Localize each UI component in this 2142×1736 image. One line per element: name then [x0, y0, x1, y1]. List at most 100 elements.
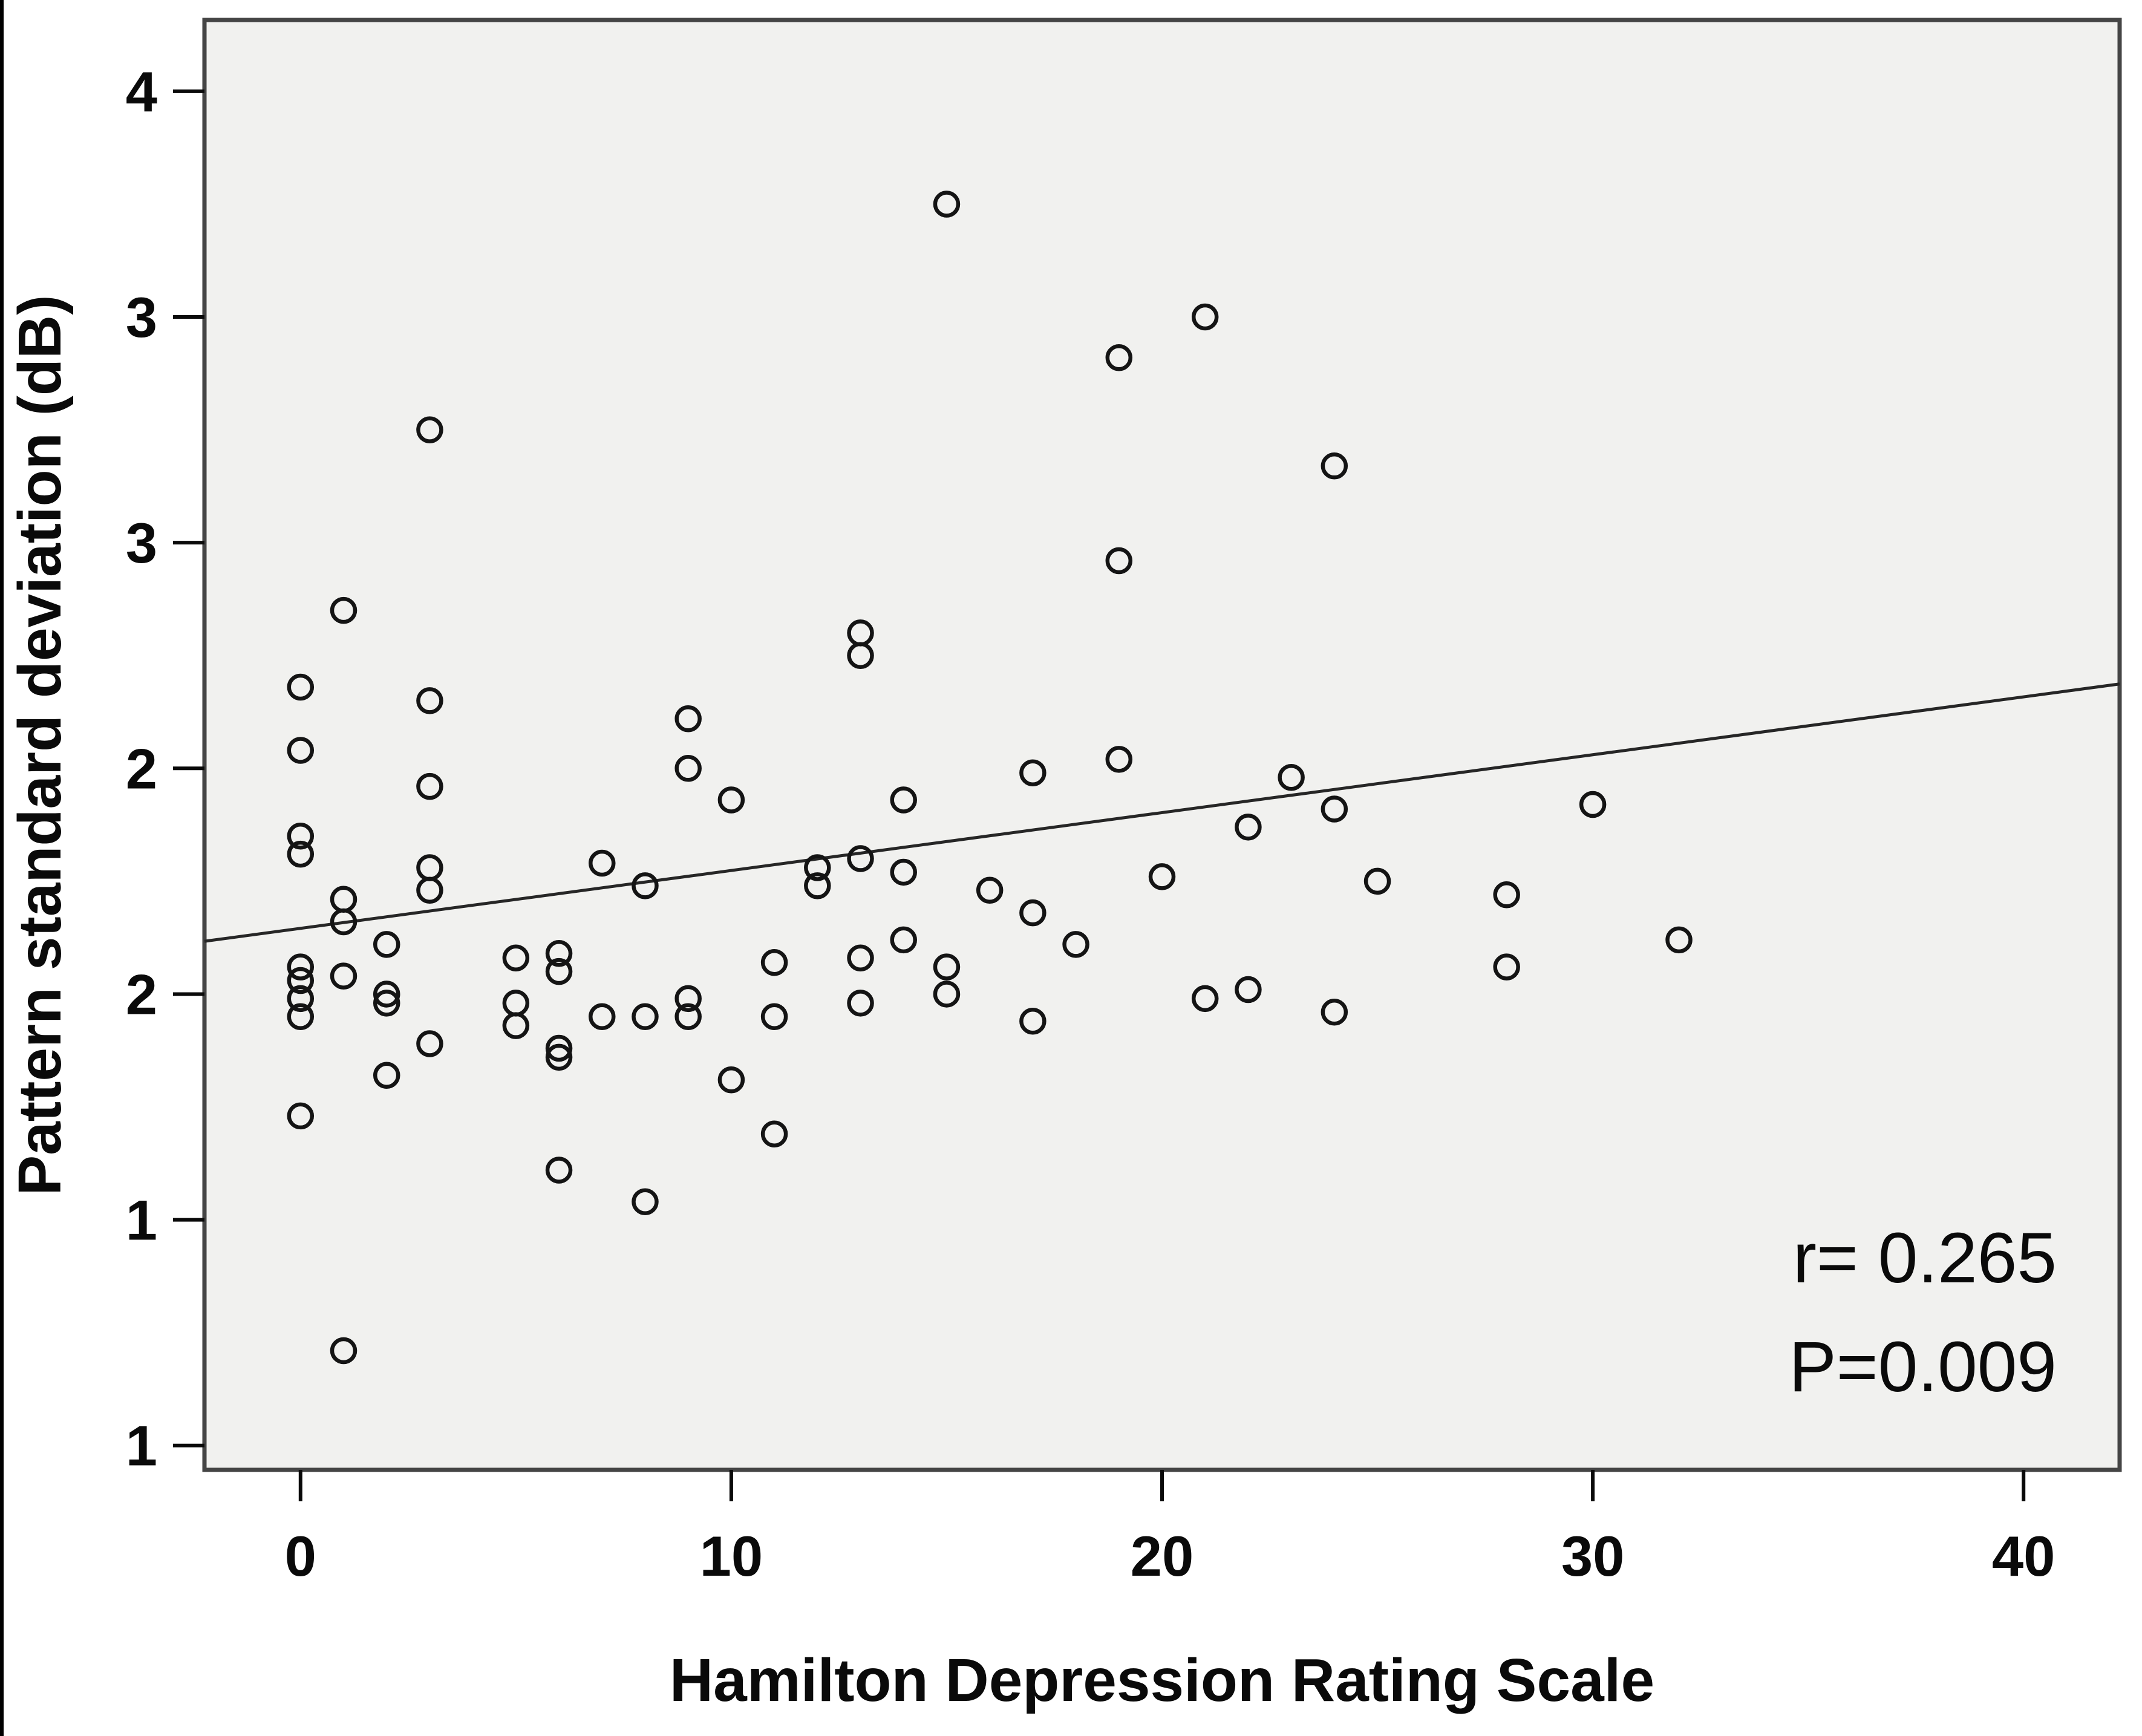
data-point — [847, 642, 874, 669]
data-point — [287, 840, 315, 868]
data-point — [847, 990, 874, 1017]
pvalue-annotation: P=0.009 — [1789, 1327, 2057, 1407]
data-point — [632, 1003, 659, 1031]
data-point — [287, 1003, 315, 1031]
data-point — [1019, 759, 1047, 787]
x-axis-ticks: 0 10 20 30 40 — [285, 1470, 2055, 1588]
data-point — [287, 967, 315, 994]
data-point — [717, 786, 745, 814]
data-point — [933, 953, 961, 981]
data-point — [760, 1003, 788, 1031]
data-point — [502, 944, 530, 971]
x-axis-title: Hamilton Depression Rating Scale — [670, 1646, 1654, 1714]
data-point — [1191, 985, 1219, 1013]
data-point — [416, 876, 443, 904]
data-point — [674, 705, 702, 733]
data-point — [1493, 881, 1520, 909]
x-tick-label: 40 — [1992, 1524, 2055, 1588]
data-points — [287, 191, 1693, 1365]
data-point — [632, 1188, 659, 1215]
data-point — [330, 596, 358, 624]
y-axis-title: Pattern standard deviation (dB) — [6, 295, 74, 1195]
data-point — [760, 1120, 788, 1148]
data-point — [373, 1062, 400, 1089]
data-point — [545, 940, 573, 967]
x-tick-label: 0 — [285, 1524, 316, 1588]
data-point — [545, 1157, 573, 1184]
data-point — [1235, 976, 1262, 1003]
data-point — [1665, 926, 1693, 954]
data-point — [1191, 303, 1219, 331]
data-point — [847, 944, 874, 971]
data-point — [1579, 791, 1607, 818]
plot-area — [202, 18, 2122, 1472]
data-point — [933, 981, 961, 1008]
data-point — [589, 1003, 616, 1031]
data-point — [933, 191, 961, 218]
data-point — [1235, 814, 1262, 841]
data-point — [847, 845, 874, 872]
data-point — [1019, 899, 1047, 927]
y-tick-label: 3 — [126, 511, 157, 575]
data-point — [502, 1012, 530, 1039]
data-point — [330, 908, 358, 936]
data-point — [1321, 999, 1348, 1026]
data-point — [1321, 452, 1348, 480]
y-tick-label: 3 — [126, 286, 157, 349]
x-tick-label: 20 — [1131, 1524, 1194, 1588]
data-point — [890, 858, 917, 886]
y-tick-label: 2 — [126, 737, 157, 800]
data-point — [717, 1066, 745, 1094]
x-tick-label: 10 — [700, 1524, 763, 1588]
data-point — [890, 786, 917, 814]
data-point — [287, 737, 315, 764]
data-point — [890, 926, 917, 954]
data-point — [330, 1337, 358, 1365]
data-point — [330, 962, 358, 990]
data-point — [1105, 746, 1133, 773]
data-point — [545, 958, 573, 985]
data-point — [674, 1003, 702, 1031]
data-point — [1363, 867, 1391, 895]
data-point — [976, 876, 1004, 904]
data-point — [287, 673, 315, 701]
data-point — [416, 687, 443, 714]
data-point — [804, 872, 831, 899]
data-point — [373, 931, 400, 958]
data-point — [1148, 863, 1176, 890]
data-point — [804, 854, 831, 881]
data-point — [1019, 1007, 1047, 1035]
data-point — [373, 981, 400, 1008]
data-point — [674, 985, 702, 1013]
y-tick-label: 1 — [126, 1414, 157, 1478]
data-point — [416, 1030, 443, 1057]
data-point — [416, 772, 443, 800]
data-point — [287, 985, 315, 1013]
data-point — [287, 953, 315, 981]
data-point — [674, 755, 702, 782]
image-edge-line — [0, 0, 4, 1736]
x-tick-label: 30 — [1561, 1524, 1625, 1588]
regression-line — [204, 682, 2120, 943]
data-point — [589, 849, 616, 877]
correlation-annotation: r= 0.265 — [1793, 1218, 2057, 1298]
data-point — [1321, 795, 1348, 823]
data-point — [287, 822, 315, 850]
data-point — [1105, 547, 1133, 575]
data-point — [1278, 763, 1305, 791]
data-point — [416, 416, 443, 443]
data-point — [632, 872, 659, 899]
data-point — [1062, 931, 1089, 958]
data-point — [760, 948, 788, 976]
data-point — [1493, 953, 1520, 981]
data-point — [373, 990, 400, 1017]
data-point — [1105, 344, 1133, 371]
y-tick-label: 1 — [126, 1189, 157, 1252]
data-point — [545, 1043, 573, 1071]
y-axis-ticks: 4 3 3 2 2 1 1 — [126, 60, 204, 1478]
y-tick-label: 2 — [126, 962, 157, 1026]
data-point — [545, 1034, 573, 1062]
data-point — [287, 1102, 315, 1130]
